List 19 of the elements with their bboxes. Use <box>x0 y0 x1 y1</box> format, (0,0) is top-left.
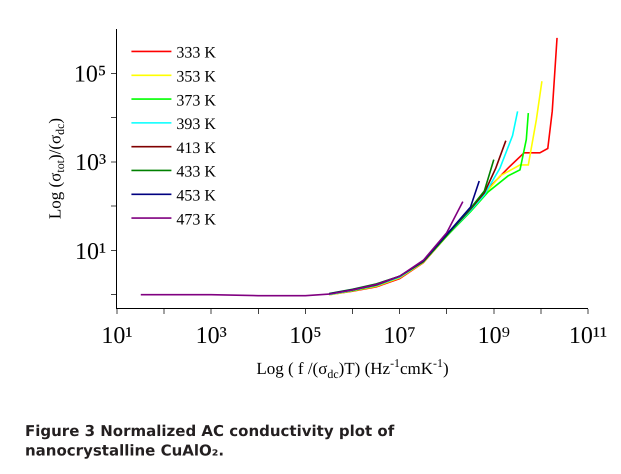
legend-label: 473 K <box>176 211 216 228</box>
y-tick-label: 10³ <box>74 150 106 176</box>
x-tick-label: 10¹ <box>101 322 133 349</box>
x-tick-label: 10³ <box>196 322 227 349</box>
x-tick-label: 10⁷ <box>383 322 416 349</box>
x-tick-label: 10¹¹ <box>568 322 608 349</box>
legend-label: 333 K <box>176 44 216 62</box>
x-axis-title: Log ( f /(σ$_{dc}$)T) (Hz$^{-1}$cmK$^{-1}$) <box>256 356 449 381</box>
x-tick-label: 10⁵ <box>289 322 322 349</box>
y-tick-label: 10¹ <box>74 238 106 265</box>
legend-label: 413 K <box>176 140 216 157</box>
legend-label: 353 K <box>176 68 216 86</box>
x-tick-label: 10⁹ <box>478 322 510 349</box>
legend-label: 433 K <box>176 164 216 181</box>
text: Figure 3 Normalized AC conductivity plot of nanocrystalline CuAlO₂. <box>25 422 395 460</box>
legend-label: 393 K <box>176 116 216 134</box>
legend-label: 453 K <box>176 188 216 205</box>
legend-label: 373 K <box>176 92 216 110</box>
y-tick-label: 10⁵ <box>74 62 106 88</box>
